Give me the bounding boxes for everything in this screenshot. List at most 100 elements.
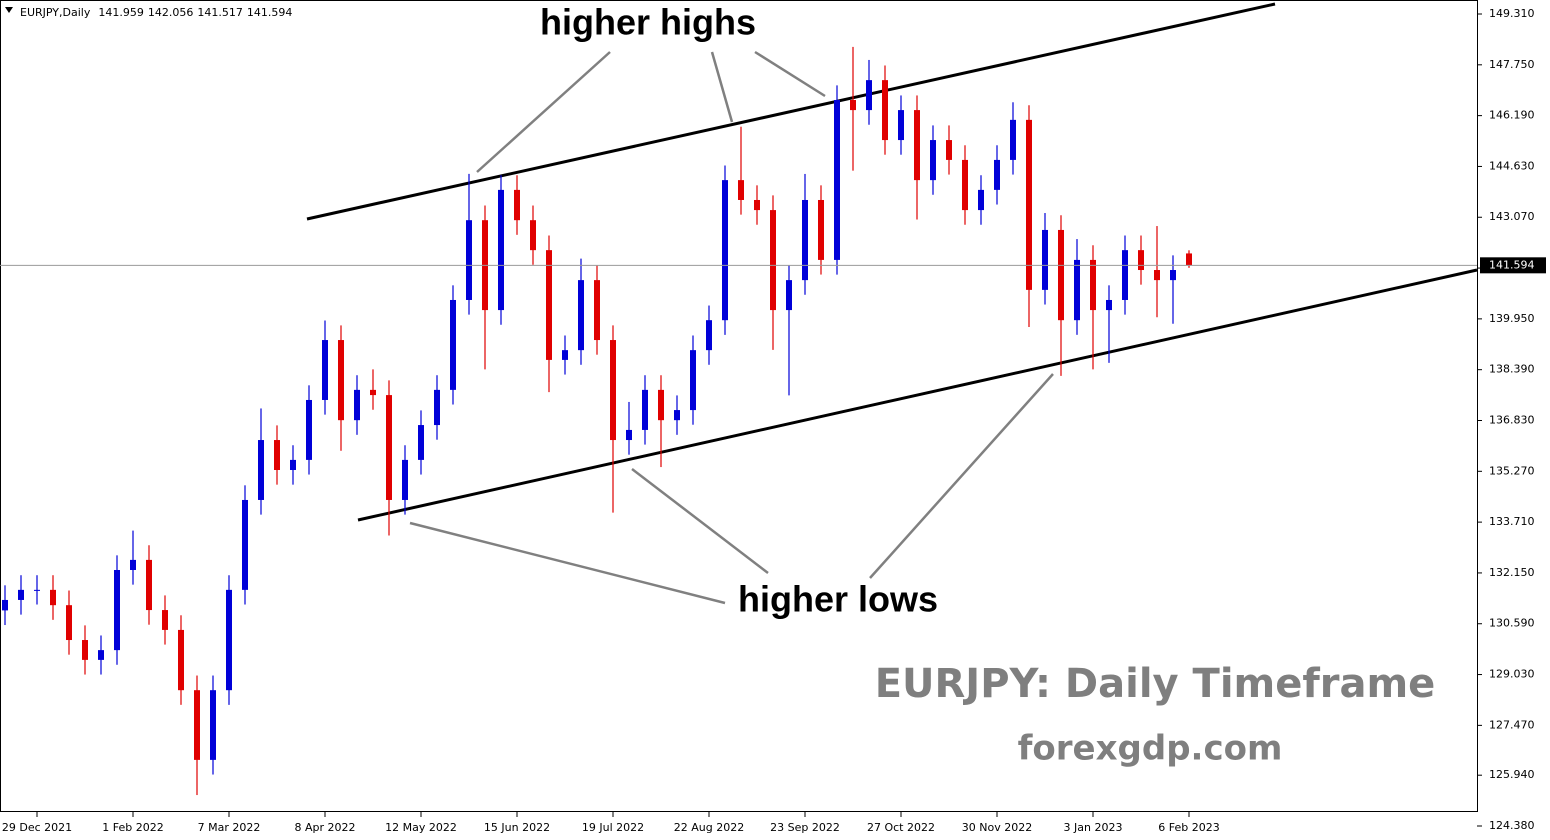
- y-tick-label: 143.070: [1489, 210, 1535, 223]
- candle-body: [994, 159, 1000, 190]
- candle-body: [418, 425, 424, 460]
- candle-body: [1010, 119, 1016, 160]
- candle-body: [386, 395, 392, 500]
- candle-body: [946, 140, 952, 160]
- ohlc-high: 142.056: [148, 6, 194, 19]
- pointer: [710, 51, 734, 123]
- candle-body: [258, 440, 264, 500]
- candle-body: [546, 250, 552, 360]
- candle-body: [610, 340, 616, 441]
- candle-body: [194, 690, 200, 760]
- candle-body: [866, 80, 872, 111]
- plot-frame: [0, 0, 1478, 812]
- candle-body: [114, 569, 120, 651]
- ohlc-close: 141.594: [247, 6, 293, 19]
- y-tick-label: 133.710: [1489, 515, 1535, 528]
- pointer: [476, 51, 611, 173]
- candle-body: [306, 399, 312, 460]
- candle-body: [338, 340, 344, 421]
- channel: [306, 2, 1478, 522]
- pointer: [869, 373, 1054, 579]
- candle-body: [962, 159, 968, 211]
- x-tick-label: 7 Mar 2022: [198, 821, 261, 834]
- candle-body: [722, 180, 728, 321]
- x-tick-label: 8 Apr 2022: [294, 821, 355, 834]
- candle-body: [1186, 253, 1192, 266]
- ohlc-open: 141.959: [98, 6, 144, 19]
- candle-body: [706, 320, 712, 351]
- candle-body: [1058, 229, 1064, 321]
- price-label: 141.594: [1489, 258, 1535, 271]
- y-tick-label: 138.390: [1489, 363, 1535, 376]
- candle-body: [578, 280, 584, 351]
- candle-body: [818, 199, 824, 260]
- y-tick-label: 129.030: [1489, 668, 1535, 681]
- candle-body: [850, 99, 856, 111]
- candle-body: [882, 80, 888, 141]
- price-box: [1480, 257, 1546, 274]
- y-tick-label: 139.950: [1489, 312, 1535, 325]
- candle-body: [322, 340, 328, 400]
- candle-body: [34, 589, 40, 591]
- candle-body: [738, 180, 744, 200]
- candle-body: [626, 429, 632, 441]
- x-tick-label: 1 Feb 2022: [102, 821, 163, 834]
- y-tick-label: 125.940: [1489, 768, 1535, 781]
- candle-body: [978, 189, 984, 211]
- symbol: EURJPY,Daily: [20, 6, 91, 19]
- candle-body: [370, 389, 376, 396]
- candle-body: [18, 589, 24, 600]
- candle-body: [162, 610, 168, 630]
- candle-body: [594, 280, 600, 341]
- candle-body: [690, 350, 696, 411]
- candle-body: [898, 110, 904, 141]
- candle-body: [210, 690, 216, 760]
- candle-body: [642, 389, 648, 430]
- x-tick-label: 12 May 2022: [385, 821, 457, 834]
- candle-body: [530, 220, 536, 251]
- candle-body: [674, 410, 680, 421]
- candle-body: [1122, 250, 1128, 300]
- y-tick-label: 146.190: [1489, 109, 1535, 122]
- candle-body: [562, 350, 568, 360]
- candle-body: [226, 589, 232, 691]
- pointers: [409, 50, 1054, 605]
- ohlc-low: 141.517: [197, 6, 243, 19]
- candle-body: [1138, 250, 1144, 271]
- candle-body: [66, 605, 72, 641]
- candle-body: [98, 650, 104, 660]
- x-tick-label: 6 Feb 2023: [1158, 821, 1219, 834]
- annotation: higher highs: [540, 2, 756, 43]
- y-tick-label: 124.380: [1489, 819, 1535, 832]
- candle-body: [1154, 270, 1160, 281]
- x-tick-label: 3 Jan 2023: [1064, 821, 1123, 834]
- y-tick-label: 147.750: [1489, 58, 1535, 71]
- candle-body: [402, 459, 408, 500]
- x-tick-label: 22 Aug 2022: [674, 821, 744, 834]
- candle-body: [2, 599, 8, 611]
- x-tick-label: 23 Sep 2022: [770, 821, 840, 834]
- x-tick-label: 15 Jun 2022: [484, 821, 550, 834]
- candle-body: [434, 389, 440, 426]
- candle-body: [274, 440, 280, 471]
- y-tick-label: 132.150: [1489, 566, 1535, 579]
- upper-trendline: [306, 2, 1276, 221]
- candle-body: [130, 559, 136, 570]
- y-tick-label: 130.590: [1489, 617, 1535, 630]
- pointer: [754, 50, 826, 98]
- candle-body: [354, 389, 360, 421]
- y-tick-label: 127.470: [1489, 718, 1535, 731]
- candle-body: [1026, 119, 1032, 290]
- x-tick-label: 19 Jul 2022: [582, 821, 644, 834]
- candle-body: [514, 189, 520, 221]
- pointer: [409, 521, 726, 605]
- y-tick-label: 136.830: [1489, 413, 1535, 426]
- candle-body: [466, 220, 472, 300]
- candle-body: [1074, 259, 1080, 321]
- candle-body: [50, 589, 56, 606]
- candle-body: [930, 140, 936, 181]
- watermark-title: EURJPY: Daily Timeframe: [875, 661, 1436, 707]
- candle-body: [498, 189, 504, 311]
- chart-header: EURJPY,Daily 141.959 142.056 141.517 141.594: [20, 6, 292, 19]
